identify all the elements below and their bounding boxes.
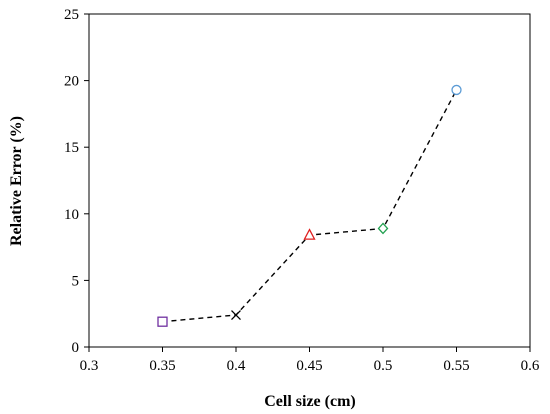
data-markers [157,84,462,327]
x-tick-label: 0.3 [80,358,99,374]
x-tick-label: 0.35 [149,358,175,374]
data-point-square [157,316,168,327]
y-tick-label: 0 [72,340,80,356]
x-tick-label: 0.6 [521,358,540,374]
y-tick-label: 15 [64,140,79,156]
series-line [162,89,458,323]
plot-area [88,13,531,348]
y-tick-label: 5 [72,273,80,289]
data-point-x [231,310,241,320]
data-point-diamond [377,222,389,235]
y-tick-label: 10 [64,207,79,223]
y-tick-label: 20 [64,74,79,90]
data-point-circle [451,84,462,96]
y-axis-title: Relative Error (%) [8,116,25,246]
y-axis: 0 5 10 15 20 25 [64,7,89,356]
x-tick-label: 0.55 [443,358,469,374]
x-tick-label: 0.5 [374,358,393,374]
x-tick-label: 0.4 [227,358,246,374]
y-tick-label: 25 [64,7,79,23]
x-axis-title: Cell size (cm) [264,393,356,410]
data-point-triangle [303,228,316,240]
x-tick-label: 0.45 [296,358,322,374]
x-axis: 0.3 0.35 0.4 0.45 0.5 0.55 0.6 [80,347,540,374]
